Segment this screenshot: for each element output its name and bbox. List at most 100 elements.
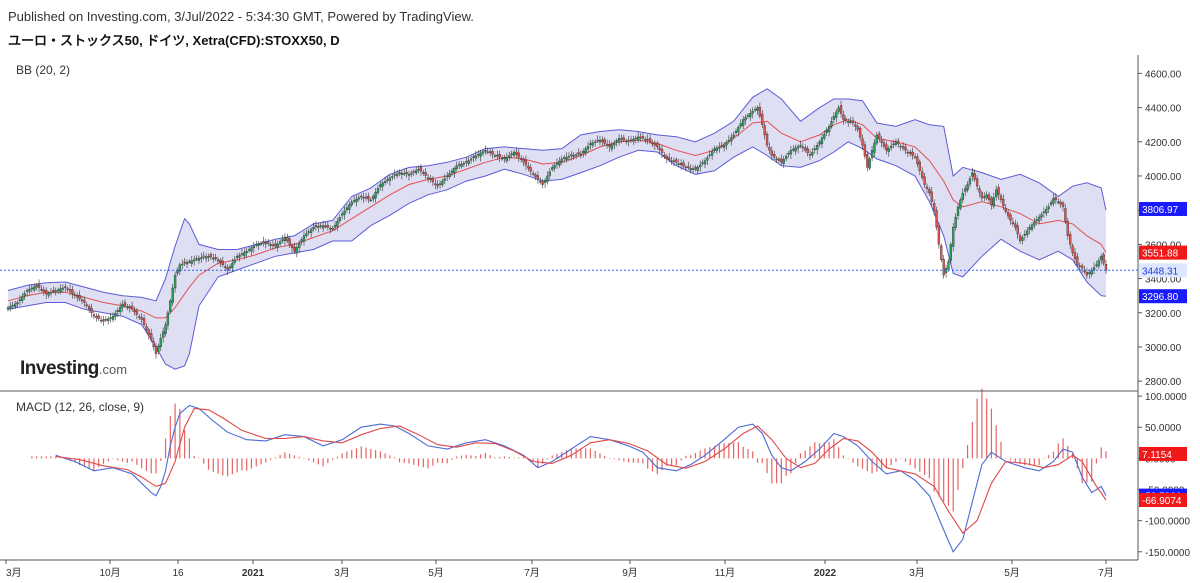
candle-body <box>742 119 745 126</box>
candle-body <box>768 147 771 151</box>
candle-body <box>744 117 747 121</box>
candle-body <box>107 318 110 322</box>
candle-body <box>286 236 289 242</box>
macd-histogram-bar <box>938 458 940 497</box>
candle-body <box>832 115 836 120</box>
macd-histogram-bar <box>1038 458 1040 466</box>
candle-body <box>481 151 485 154</box>
macd-y-tick-label: -150.0000 <box>1145 548 1190 559</box>
candle-body <box>162 331 165 338</box>
candle-body <box>811 151 814 156</box>
candle-body <box>978 188 981 193</box>
candle-body <box>899 145 902 148</box>
candle-body <box>639 136 642 139</box>
candle-body <box>932 203 936 211</box>
candle-body <box>603 139 606 144</box>
candle-body <box>689 168 692 171</box>
macd-histogram-bar <box>857 458 859 467</box>
candle-body <box>493 155 497 157</box>
candle-body <box>966 184 969 191</box>
candle-body <box>1080 265 1084 269</box>
candle-body <box>226 267 229 271</box>
candle-body <box>758 107 762 117</box>
candle-body <box>90 307 93 313</box>
candle-body <box>259 243 263 245</box>
candle-body <box>706 157 709 161</box>
candle-body <box>350 201 353 206</box>
candle-body <box>95 316 98 318</box>
candle-body <box>37 283 41 288</box>
candle-body <box>594 141 597 143</box>
macd-histogram-bar <box>503 456 506 459</box>
candle-body <box>181 263 184 266</box>
candle-body <box>197 257 201 261</box>
macd-histogram-bar <box>895 458 897 462</box>
candle-body <box>641 136 645 139</box>
macd-histogram-bar <box>733 442 735 459</box>
macd-histogram-bar <box>1048 455 1050 459</box>
macd-histogram-bar <box>923 458 926 475</box>
candle-body <box>565 157 568 160</box>
candle-body <box>369 199 372 202</box>
macd-histogram-bar <box>1009 458 1012 461</box>
candle-body <box>858 127 862 138</box>
macd-histogram-bar <box>241 458 243 471</box>
candle-body <box>959 199 962 209</box>
candle-body <box>166 312 170 326</box>
candle-body <box>515 151 518 155</box>
candle-body <box>925 186 929 189</box>
candle-body <box>844 118 847 121</box>
candle-body <box>185 262 189 265</box>
candle-body <box>152 341 155 348</box>
candle-body <box>33 286 36 291</box>
macd-histogram-value-box <box>1139 446 1187 461</box>
candle-body <box>560 158 563 162</box>
candle-body <box>732 134 735 138</box>
macd-histogram-bar <box>871 458 873 474</box>
macd-histogram-bar <box>532 458 534 462</box>
candle-body <box>861 138 864 146</box>
candle-body <box>1021 237 1024 241</box>
candle-body <box>202 255 205 258</box>
candle-body <box>99 319 103 322</box>
candle-body <box>510 153 513 155</box>
macd-histogram-bar <box>737 442 740 459</box>
candle-body <box>634 137 637 140</box>
candle-body <box>367 195 370 200</box>
candle-body <box>543 180 547 183</box>
macd-histogram-bar <box>962 458 964 469</box>
macd-histogram-bar <box>79 458 81 466</box>
macd-histogram-bar <box>642 458 644 464</box>
candle-body <box>496 154 499 157</box>
candle-body <box>233 259 236 263</box>
bb-lower-value-box <box>1139 289 1187 304</box>
macd-histogram-bar <box>728 443 730 459</box>
candle-body <box>923 176 926 185</box>
candle-body <box>250 247 253 252</box>
candle-body <box>570 154 573 156</box>
candle-body <box>450 170 454 173</box>
candle-body <box>553 165 556 169</box>
candle-body <box>426 177 430 179</box>
macd-histogram-bar <box>704 448 706 459</box>
candle-body <box>157 345 160 352</box>
candle-body <box>1090 269 1093 275</box>
candle-body <box>577 152 580 155</box>
macd-histogram-bar <box>246 458 248 471</box>
macd-y-tick-label: 50.0000 <box>1145 423 1182 434</box>
candle-body <box>827 126 831 133</box>
candle-body <box>825 130 828 133</box>
candle-body <box>527 165 530 169</box>
candle-body <box>894 141 898 145</box>
macd-histogram-bar <box>303 458 305 459</box>
macd-histogram-bar <box>169 416 171 459</box>
candle-body <box>173 275 177 289</box>
candle-body <box>839 105 843 114</box>
macd-histogram-bar <box>417 458 420 467</box>
macd-histogram-bar <box>1029 458 1031 466</box>
macd-histogram-bar <box>981 388 983 459</box>
candle-body <box>498 154 501 158</box>
candle-body <box>851 120 855 124</box>
bb-y-tick-label: 3000.00 <box>1145 343 1182 354</box>
